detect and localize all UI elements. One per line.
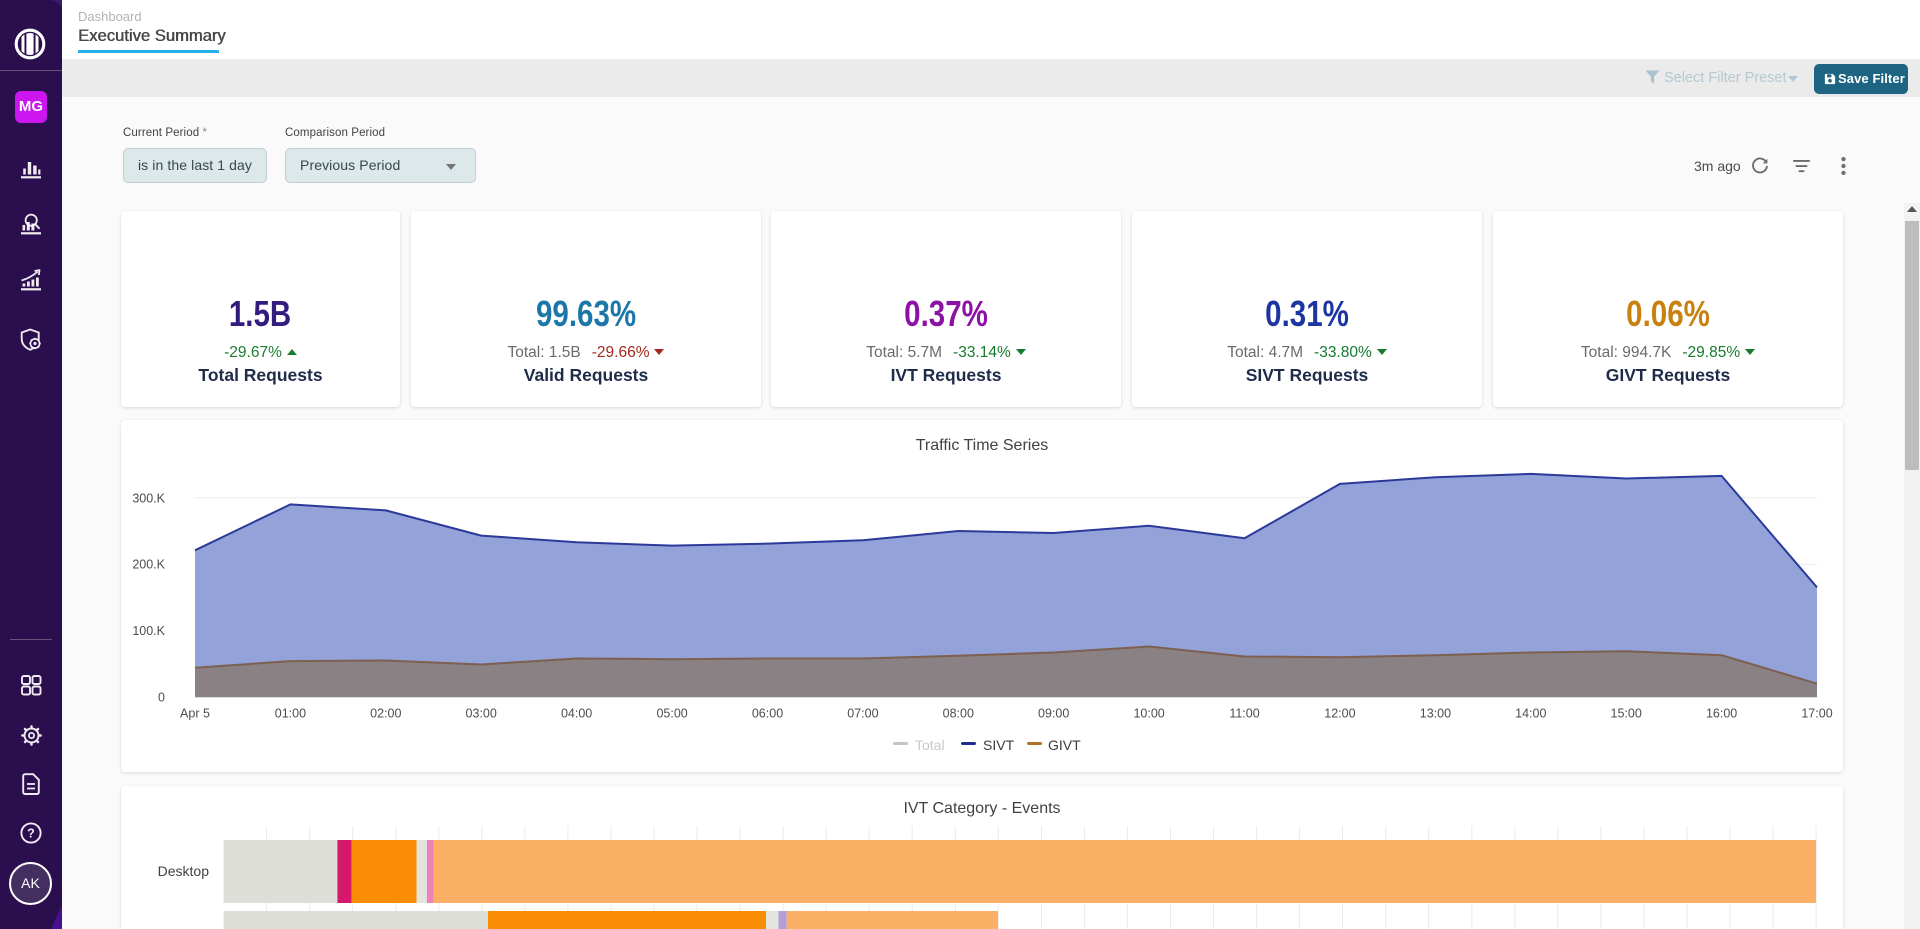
- svg-text:06:00: 06:00: [752, 707, 783, 721]
- svg-text:08:00: 08:00: [943, 707, 974, 721]
- svg-text:?: ?: [27, 826, 35, 840]
- svg-text:07:00: 07:00: [847, 707, 878, 721]
- svg-text:09:00: 09:00: [1038, 707, 1069, 721]
- svg-text:02:00: 02:00: [370, 707, 401, 721]
- svg-text:01:00: 01:00: [275, 707, 306, 721]
- svg-text:GIVT: GIVT: [1048, 737, 1081, 753]
- svg-text:17:00: 17:00: [1801, 707, 1832, 721]
- svg-text:13:00: 13:00: [1420, 707, 1451, 721]
- svg-text:Total: Total: [915, 737, 945, 753]
- svg-text:SIVT: SIVT: [983, 737, 1015, 753]
- svg-text:05:00: 05:00: [656, 707, 687, 721]
- svg-text:14:00: 14:00: [1515, 707, 1546, 721]
- svg-text:12:00: 12:00: [1324, 707, 1355, 721]
- svg-text:Apr 5: Apr 5: [180, 707, 210, 721]
- svg-text:10:00: 10:00: [1133, 707, 1164, 721]
- svg-text:200.K: 200.K: [132, 558, 165, 572]
- svg-text:15:00: 15:00: [1611, 707, 1642, 721]
- svg-text:0: 0: [158, 691, 165, 705]
- svg-text:03:00: 03:00: [466, 707, 497, 721]
- svg-text:100.K: 100.K: [132, 624, 165, 638]
- svg-text:16:00: 16:00: [1706, 707, 1737, 721]
- svg-text:11:00: 11:00: [1229, 707, 1259, 721]
- svg-text:04:00: 04:00: [561, 707, 592, 721]
- svg-text:Desktop: Desktop: [158, 863, 210, 879]
- svg-text:300.K: 300.K: [132, 491, 165, 505]
